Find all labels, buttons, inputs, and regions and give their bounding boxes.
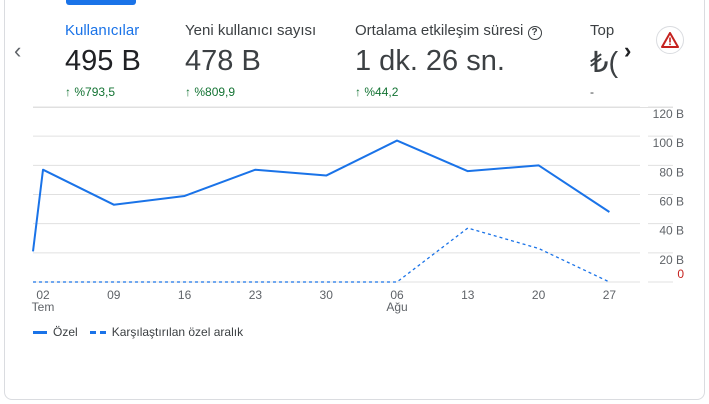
metric-label: Kullanıcılar [65,22,140,39]
x-tick-label: 30 [320,288,334,302]
legend-item-compared[interactable]: Karşılaştırılan özel aralık [111,325,244,339]
metric-tab-new-users[interactable]: Yeni kullanıcı sayısı 478 B ↑ %809,9 [185,22,345,99]
metric-value: 495 B [65,45,141,77]
selected-tab-indicator [66,0,136,5]
metric-value: 1 dk. 26 sn. [355,45,505,77]
y-tick-label: 60 B [659,195,684,209]
x-tick-label: 16 [178,288,192,302]
metric-change: %793,5 [74,85,116,99]
metric-label: Top [590,22,615,39]
legend-dashed-swatch [89,330,106,334]
x-tick-label: 13 [461,288,475,302]
metric-value: 478 B [185,45,261,77]
arrow-up-icon: ↑ [185,85,195,99]
warning-button[interactable] [656,26,684,54]
x-tick-label: 23 [249,288,263,302]
metric-change: %44,2 [364,85,399,99]
chart-legend: Özel Karşılaştırılan özel aralık [33,325,243,339]
series-line-compared [33,227,610,283]
metric-tab-avg-engagement[interactable]: Ortalama etkileşim süresi ? 1 dk. 26 sn.… [355,22,555,99]
y-tick-label: 80 B [659,165,684,179]
arrow-up-icon: ↑ [355,85,365,99]
metric-tab-total[interactable]: Top ₺( - [590,22,618,99]
metric-tab-users[interactable]: Kullanıcılar 495 B ↑ %793,5 [65,22,175,99]
metric-label: Ortalama etkileşim süresi [355,22,524,39]
warning-triangle-icon [661,32,679,48]
x-tick-label: 06 [390,288,404,302]
help-circle-icon[interactable]: ? [527,26,542,40]
y-tick-label: 0 [677,267,684,281]
y-tick-label: 100 B [653,136,684,150]
arrow-up-icon: ↑ [65,85,75,99]
metric-change: %809,9 [194,85,236,99]
x-tick-label: 02 [36,288,50,302]
x-month-label: Tem [32,300,55,314]
x-tick-label: 09 [107,288,121,302]
chevron-left-icon[interactable]: ‹ [14,38,22,63]
chevron-right-icon[interactable]: › [624,38,632,63]
legend-item-custom[interactable]: Özel [53,325,78,339]
metrics-chart-card [4,0,705,400]
y-tick-label: 20 B [659,253,684,267]
x-month-label: Ağu [386,300,407,314]
x-tick-label: 20 [532,288,546,302]
metric-change: - [590,85,594,99]
metric-label: Yeni kullanıcı sayısı [185,22,317,39]
x-tick-label: 27 [603,288,617,302]
metric-value: ₺( [590,47,618,79]
y-tick-label: 40 B [659,224,684,238]
y-tick-label: 120 B [653,107,684,121]
series-line-custom [32,139,610,252]
legend-solid-swatch [33,330,47,334]
